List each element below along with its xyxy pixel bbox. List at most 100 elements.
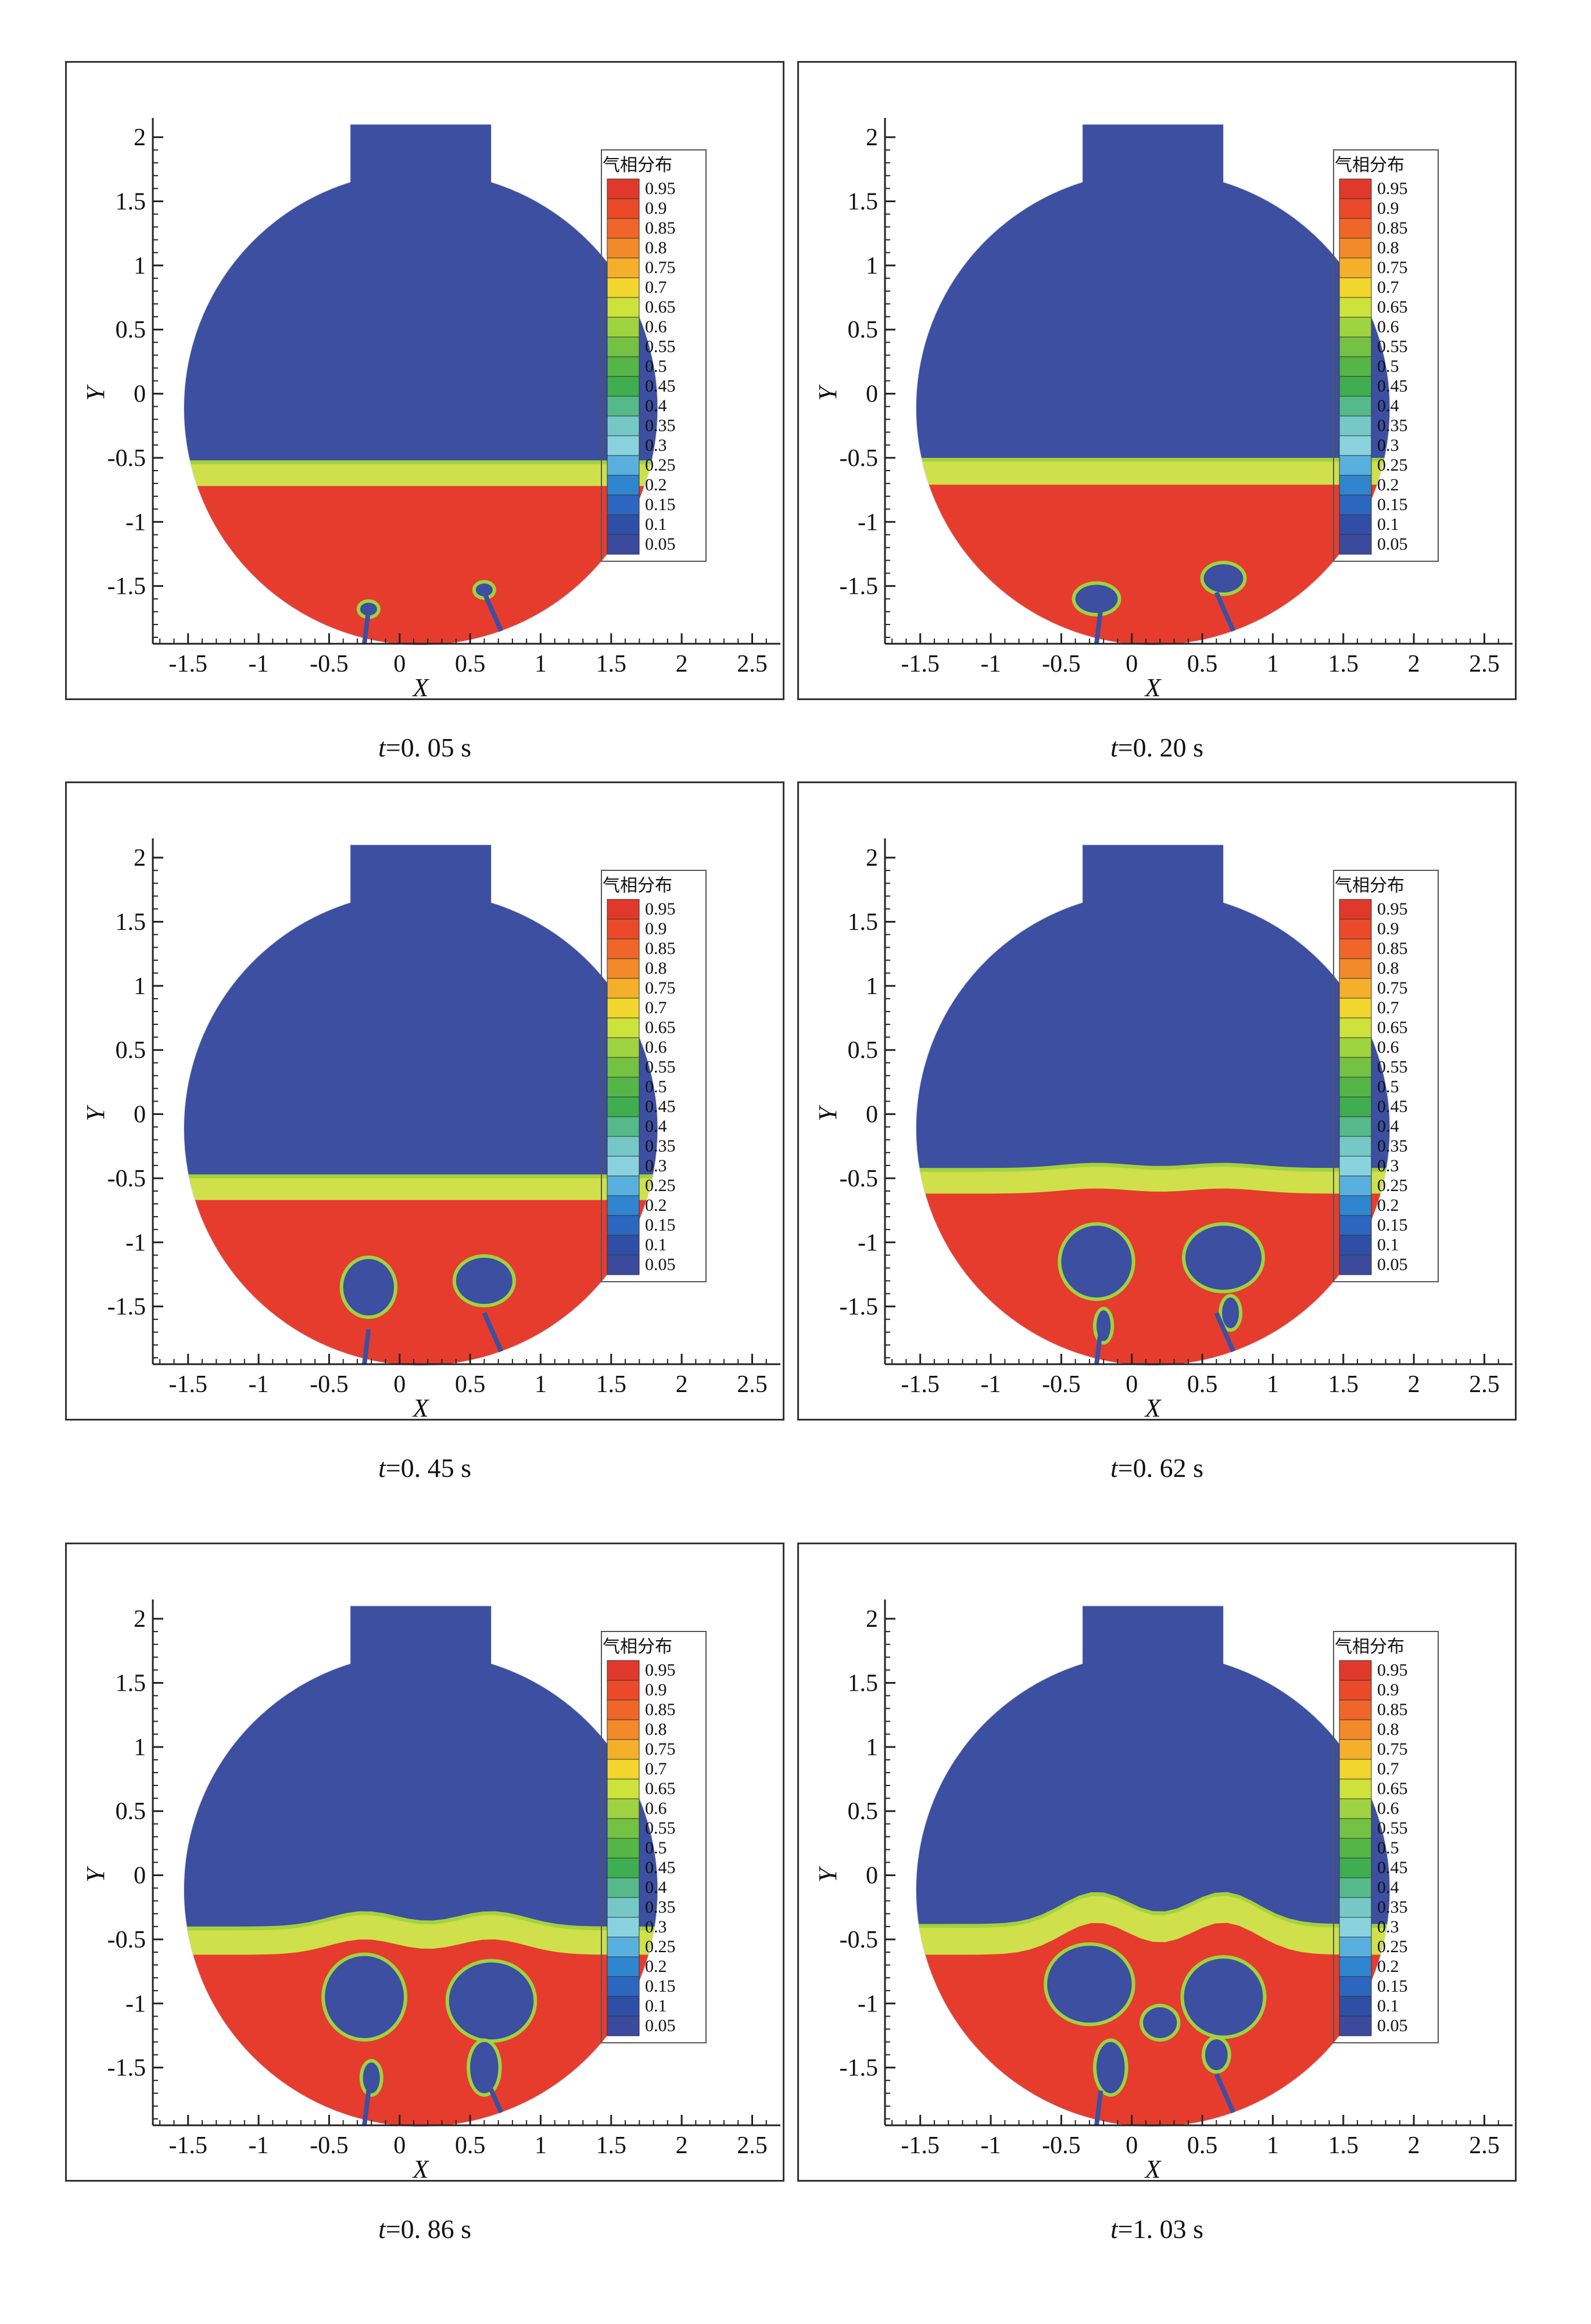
legend-swatch (1339, 2015, 1372, 2036)
legend-swatch (1339, 514, 1372, 535)
legend-swatch (1339, 1096, 1372, 1117)
legend-swatch (1339, 1976, 1372, 1997)
legend-label: 0.25 (1377, 1176, 1408, 1195)
legend-label: 0.8 (1377, 1720, 1399, 1739)
liquid-region (184, 1939, 658, 2127)
panel-t020: -1.5 -1 -0.5 0 0.5 1 1.5 2 2.5 2 1.5 1 0.5 0 -0.5 -1 -1.… (797, 61, 1517, 700)
x-tick-label: -1 (981, 2132, 1001, 2159)
legend-swatch (1339, 277, 1372, 298)
x-tick-label: -0.5 (1042, 1371, 1081, 1398)
legend-label: 0.95 (1377, 179, 1408, 198)
legend-swatch (607, 376, 640, 397)
legend-label: 0.55 (1377, 337, 1408, 356)
contour-plot: -1.5 -1 -0.5 0 0.5 1 1.5 2 2.5 2 1.5 1 0.5 0 -0.5 -1 -1.… (81, 118, 780, 698)
x-tick-label: 0 (1126, 2132, 1138, 2159)
legend-label: 0.6 (1377, 1038, 1399, 1057)
legend-swatch (1339, 198, 1372, 219)
x-tick-label: 2.5 (1469, 651, 1500, 677)
legend-swatch (1339, 336, 1372, 357)
contour-plot: -1.5 -1 -0.5 0 0.5 1 1.5 2 2.5 2 1.5 1 0.5 0 -0.5 -1 -1.… (814, 118, 1513, 698)
x-tick-label: 1 (535, 2132, 547, 2159)
legend-label: 0.85 (1377, 1700, 1408, 1719)
caption-t005: t=0. 05 s (378, 733, 472, 762)
legend-label: 0.7 (645, 1759, 667, 1778)
legend-label: 0.65 (1377, 1018, 1408, 1037)
bubble (1075, 584, 1118, 614)
bubble (1185, 1225, 1262, 1290)
x-tick-label: 2 (1408, 1371, 1420, 1398)
y-tick-label: 0.5 (848, 1037, 879, 1064)
legend-swatch (1339, 218, 1372, 239)
legend-label: 0.05 (1377, 2016, 1408, 2035)
legend-label: 0.35 (645, 1898, 676, 1917)
y-tick-label: -1 (858, 1991, 878, 2017)
bubble (449, 1962, 534, 2040)
legend-swatch (607, 1156, 640, 1177)
legend-swatch (1339, 998, 1372, 1018)
y-tick-label: 0 (866, 381, 878, 408)
legend-label: 0.25 (645, 1176, 676, 1195)
legend-label: 0.15 (1377, 495, 1408, 514)
y-tick-label: 1.5 (116, 1670, 146, 1697)
legend-label: 0.05 (1377, 1255, 1408, 1274)
legend-swatch (607, 415, 640, 436)
legend-swatch (1339, 1057, 1372, 1078)
y-tick-label: -0.5 (107, 1165, 146, 1192)
legend-swatch (607, 1897, 640, 1918)
legend-swatch (1339, 1195, 1372, 1216)
legend-swatch (607, 1759, 640, 1780)
legend-label: 0.9 (645, 919, 667, 938)
inlet-pipe-right (1214, 2073, 1236, 2114)
legend-swatch (607, 1680, 640, 1701)
x-tick-label: 0 (1126, 651, 1138, 677)
bubble (470, 2042, 499, 2093)
inlet-pipe-left (362, 2090, 371, 2126)
liquid-region (184, 1200, 658, 1366)
caption-t045: t=0. 45 s (378, 1453, 472, 1483)
legend-swatch (607, 1077, 640, 1098)
legend-swatch (1339, 1215, 1372, 1236)
x-tick-label: 1.5 (1328, 1371, 1359, 1398)
x-tick-label: 1 (1267, 2132, 1279, 2159)
y-axis-label: Y (814, 1104, 842, 1121)
bubble (1205, 2039, 1228, 2071)
y-axis-label: Y (81, 1104, 110, 1121)
legend-label: 0.5 (645, 357, 667, 376)
legend-label: 0.6 (1377, 317, 1399, 336)
y-tick-label: -1.5 (107, 573, 146, 600)
x-tick-label: -1.5 (901, 2132, 940, 2159)
x-axis-label: X (1144, 1394, 1162, 1419)
x-tick-label: -1 (249, 2132, 269, 2159)
y-tick-label: 0.5 (848, 317, 879, 343)
legend-label: 0.6 (645, 1799, 667, 1818)
legend-label: 0.35 (1377, 1898, 1408, 1917)
legend-label: 0.75 (645, 258, 676, 277)
x-tick-label: 0 (393, 2132, 406, 2159)
x-tick-label: 1 (1267, 1371, 1279, 1398)
legend-swatch (607, 336, 640, 357)
legend-swatch (1339, 435, 1372, 456)
x-tick-label: -1.5 (169, 2132, 207, 2159)
bubble (1096, 2042, 1125, 2093)
caption-t103: t=1. 03 s (1110, 2214, 1204, 2244)
x-tick-label: 1.5 (1328, 2132, 1359, 2159)
y-axis-label: Y (81, 384, 110, 401)
legend-label: 0.05 (645, 1255, 676, 1274)
bubble (1047, 1945, 1132, 2023)
legend-label: 0.95 (645, 899, 676, 919)
legend-swatch (607, 1778, 640, 1799)
legend-swatch (1339, 297, 1372, 318)
legend-label: 0.15 (1377, 1977, 1408, 1996)
legend-swatch (1339, 1719, 1372, 1740)
x-tick-label: -0.5 (310, 2132, 349, 2159)
legend-swatch (1339, 978, 1372, 999)
legend-swatch (607, 1838, 640, 1859)
x-axis-label: X (412, 673, 430, 698)
legend-label: 0.9 (645, 1680, 667, 1699)
legend-label: 0.4 (645, 1117, 667, 1136)
legend-label: 0.05 (1377, 535, 1408, 554)
legend-swatch (607, 534, 640, 555)
legend-swatch (1339, 1136, 1372, 1157)
legend-label: 0.55 (1377, 1057, 1408, 1077)
legend-swatch (1339, 899, 1372, 920)
